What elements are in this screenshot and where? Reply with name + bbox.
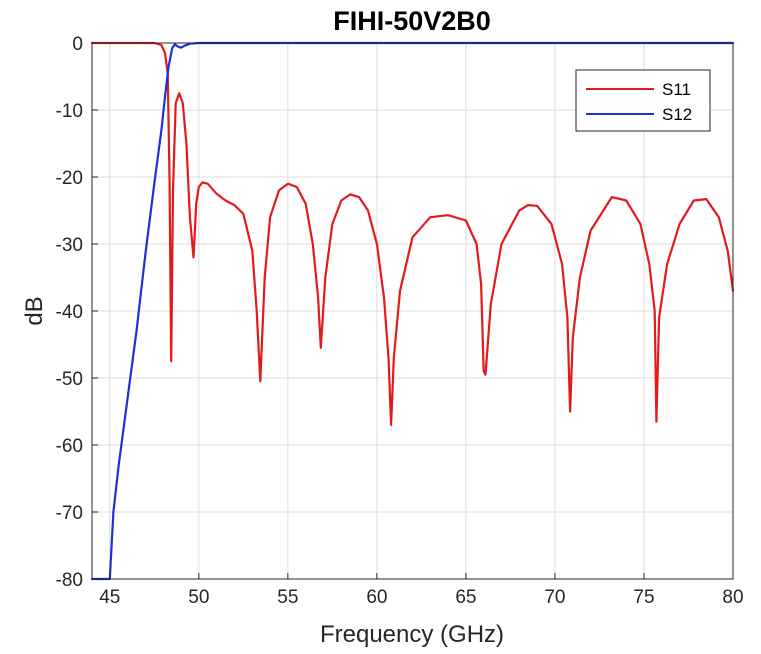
series-line-s11 <box>90 41 735 426</box>
legend-label-s12: S12 <box>662 105 692 124</box>
x-tick-label: 80 <box>722 587 743 608</box>
y-axis-label: dB <box>21 296 48 325</box>
x-axis-label: Frequency (GHz) <box>320 621 504 648</box>
x-tick-label: 55 <box>277 587 298 608</box>
x-tick-label: 70 <box>544 587 565 608</box>
x-tick-label: 45 <box>99 587 120 608</box>
y-tick-label: -60 <box>56 436 83 457</box>
y-tick-label: -80 <box>56 570 83 591</box>
chart-title: FIHI-50V2B0 <box>333 6 491 36</box>
legend-label-s11: S11 <box>662 80 691 99</box>
y-tick-label: -10 <box>56 101 83 122</box>
y-tick-label: 0 <box>72 34 83 55</box>
x-tick-label: 50 <box>188 587 209 608</box>
x-tick-label: 75 <box>633 587 654 608</box>
x-tick-label: 65 <box>455 587 476 608</box>
y-tick-label: -40 <box>56 302 83 323</box>
x-tick-label: 60 <box>366 587 387 608</box>
legend: S11 S12 <box>575 69 711 132</box>
y-tick-label: -50 <box>56 369 83 390</box>
axis-ticks: 45 50 55 60 65 70 75 80 0 -10 -20 -30 -40 -50 -60 -70 -8… <box>56 34 744 608</box>
y-tick-label: -20 <box>56 168 83 189</box>
legend-box <box>575 69 711 132</box>
y-tick-label: -70 <box>56 503 83 524</box>
y-tick-label: -30 <box>56 235 83 256</box>
